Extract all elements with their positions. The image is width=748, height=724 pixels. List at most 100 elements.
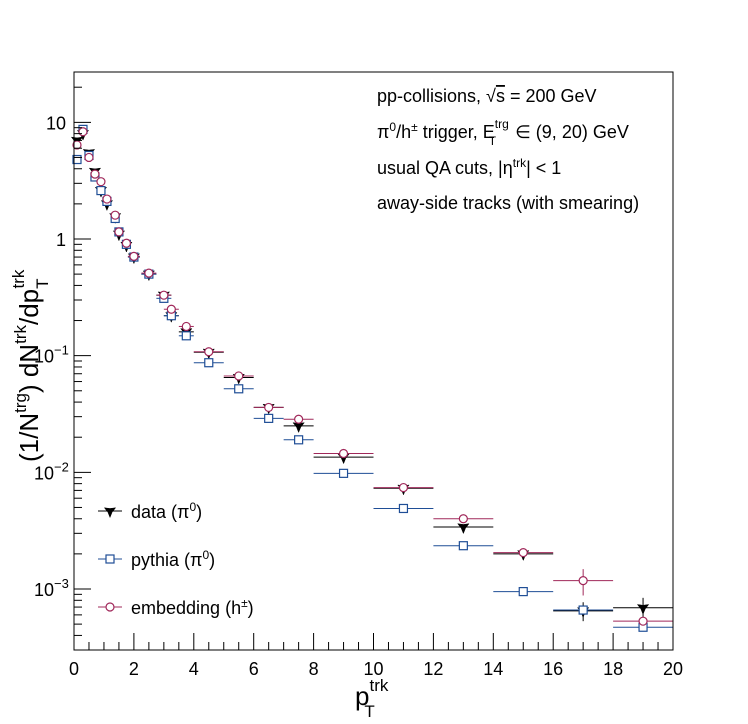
data-point	[613, 597, 673, 621]
legend-marker-shape	[105, 602, 115, 612]
data-point	[110, 210, 120, 220]
data-point	[433, 541, 494, 551]
marker	[181, 331, 191, 341]
data-point	[613, 616, 673, 626]
data-point	[253, 413, 284, 423]
legend-entry-embedding: embedding (h±)	[98, 596, 254, 618]
data-point	[78, 127, 88, 137]
data-point	[72, 140, 82, 150]
data-point	[223, 371, 254, 381]
legend-marker-data	[103, 507, 117, 519]
marker	[264, 413, 274, 423]
y-tick-label: 1	[56, 230, 66, 250]
marker	[294, 414, 304, 424]
marker	[292, 422, 305, 434]
marker	[338, 448, 349, 459]
data-point	[193, 347, 224, 357]
annotation-line-2: π0/h± trigger, Etrg T ∈ (9, 20) GeV	[377, 117, 629, 148]
x-tick-label: 20	[663, 659, 683, 679]
data-point	[121, 238, 132, 248]
data-point	[156, 290, 172, 300]
x-tick-label: 4	[189, 659, 199, 679]
data-point	[433, 523, 494, 535]
data-point	[283, 435, 314, 445]
legend: data (π0) pythia (π0) embedding (h±)	[98, 500, 254, 618]
data-point	[90, 169, 100, 179]
legend-label-embedding: embedding (h±)	[131, 596, 254, 618]
legend-entry-pythia: pythia (π0)	[98, 548, 215, 570]
annotation-block: pp-collisions, √s = 200 GeV π0/h± trigge…	[377, 86, 639, 213]
data-point	[96, 177, 106, 187]
x-tick-label: 14	[483, 659, 503, 679]
marker	[166, 304, 176, 314]
data-point	[96, 185, 106, 196]
marker	[578, 605, 588, 615]
data-point	[178, 331, 194, 341]
marker	[96, 177, 106, 187]
legend-marker-pythia	[105, 554, 115, 564]
y-tick-label: 10	[46, 113, 66, 133]
marker	[204, 347, 214, 357]
data-point	[373, 482, 434, 493]
data-point	[493, 586, 554, 597]
marker	[159, 290, 169, 300]
marker	[110, 210, 120, 220]
data-point	[178, 321, 194, 332]
y-tick-label: 10−3	[34, 576, 69, 600]
marker	[121, 238, 132, 248]
legend-marker-embedding	[105, 602, 115, 612]
x-tick-label: 2	[129, 659, 139, 679]
x-tick-label: 18	[603, 659, 623, 679]
data-point	[313, 468, 374, 478]
x-tick-label: 12	[423, 659, 443, 679]
series-open-circle	[72, 127, 673, 626]
marker	[398, 482, 409, 493]
marker	[234, 371, 244, 381]
data-marks	[70, 124, 673, 632]
x-tick-label: 0	[69, 659, 79, 679]
annotation-line-3: usual QA cuts, |ηtrk| < 1	[377, 156, 561, 178]
data-point	[84, 152, 94, 163]
data-point	[114, 227, 124, 237]
marker	[234, 384, 244, 394]
x-tick-label: 16	[543, 659, 563, 679]
marker	[102, 194, 112, 204]
marker	[518, 548, 528, 558]
marker	[518, 586, 528, 597]
marker	[114, 227, 124, 237]
marker	[578, 576, 588, 586]
data-point	[283, 414, 314, 424]
x-axis-title: ptrk T	[355, 676, 389, 721]
marker	[72, 154, 82, 165]
marker	[294, 435, 304, 445]
legend-marker-shape	[103, 507, 117, 519]
x-tick-label: 8	[309, 659, 319, 679]
marker	[204, 358, 214, 368]
data-point	[193, 358, 224, 368]
data-point	[283, 422, 314, 434]
marker	[338, 468, 349, 478]
y-axis-title: (1/Ntrg) dNtrk/dpTtrk	[9, 269, 52, 462]
marker	[84, 152, 94, 163]
x-tick-label: 10	[363, 659, 383, 679]
axes: 0 2 4 6 8 10 12 14 16 18 20 10 1 10−1 10−2 10−3	[34, 86, 683, 679]
data-point	[102, 194, 112, 204]
marker	[264, 402, 274, 413]
marker	[458, 541, 468, 551]
data-point	[163, 304, 179, 314]
y-tick-label: 10−2	[34, 459, 69, 483]
marker	[398, 503, 409, 514]
data-point	[253, 402, 284, 413]
legend-entry-data: data (π0)	[98, 500, 202, 522]
data-point	[433, 514, 494, 524]
data-point	[313, 448, 374, 459]
marker	[90, 169, 100, 179]
data-point	[127, 251, 140, 261]
y-tick-label: 10−1	[34, 343, 69, 367]
marker	[638, 616, 648, 626]
data-point	[141, 268, 157, 278]
legend-label-pythia: pythia (π0)	[131, 548, 215, 570]
data-point	[72, 154, 82, 165]
marker	[457, 523, 470, 535]
